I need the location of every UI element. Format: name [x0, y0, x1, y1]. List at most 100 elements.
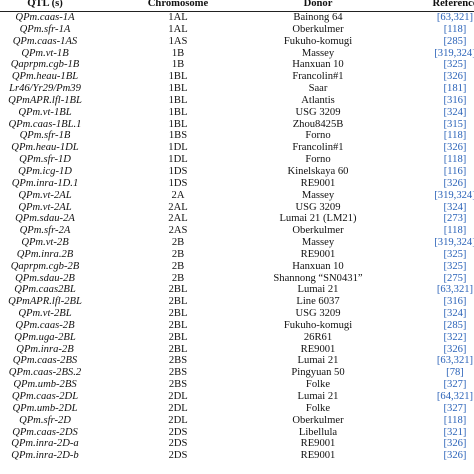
chromosome-cell: 2DS [168, 450, 188, 462]
donor-cell: Hanxuan 10 [292, 260, 344, 272]
chromosome-cell: 2DL [168, 414, 188, 426]
ref-cell: [285] [443, 35, 467, 47]
ref-cell: [78] [446, 367, 464, 379]
ref-cell: [63,321] [436, 284, 474, 296]
header-cell: QTL (s) [0, 0, 110, 12]
table-row: QPm.icg-1D 1DS Kinelskaya 60 [116] [0, 166, 474, 178]
ref-cell: [319,324] [434, 237, 474, 249]
chromosome-cell: 2AS [168, 225, 188, 237]
table-row: QPm.caas-2BS.2 2BS Pingyuan 50 [78] [0, 367, 474, 379]
donor-cell: Pingyuan 50 [291, 367, 345, 379]
donor-cell: USG 3209 [295, 106, 341, 118]
chromosome-cell: 1AL [168, 23, 188, 35]
ref-cell: [324] [443, 106, 467, 118]
donor-cell: Forno [305, 130, 331, 142]
donor-cell: Oberkulmer [292, 23, 344, 35]
chromosome-cell: 2B [171, 248, 185, 260]
table-row: QPm.caas-1BL.1 1BL Zhou8425B [315] [0, 119, 474, 131]
ref-cell: [325] [443, 59, 467, 71]
donor-cell: Oberkulmer [292, 225, 344, 237]
donor-cell: Lumai 21 [297, 391, 339, 402]
table-row: QPm.vt-2AL 2A Massey [319,324] [0, 190, 474, 202]
qtl-cell: QPm.uga-2BL [14, 331, 76, 343]
chromosome-cell: 1BL [168, 118, 188, 130]
ref-cell: [315] [443, 118, 467, 130]
header-cell: Reference [390, 0, 474, 12]
chromosome-cell: 1DS [168, 177, 188, 189]
qtl-cell: QPm.sfr-1D [19, 154, 71, 166]
chromosome-cell: 2B [171, 237, 185, 249]
table-row: QPm.caas-1AS 1AS Fukuho-komugi [285] [0, 36, 474, 48]
ref-cell: [322] [443, 331, 467, 343]
donor-cell: Fukuho-komugi [283, 319, 353, 331]
table-header: QTL (s) Chromosome Donor Reference [0, 0, 474, 12]
donor-cell: USG 3209 [295, 308, 341, 320]
table-row: QPm.inra-1D.1 1DS RE9001 [326] [0, 178, 474, 190]
table-row: QPm.vt-1BL 1BL USG 3209 [324] [0, 107, 474, 119]
chromosome-cell: 2DL [168, 391, 188, 402]
table-row: QPm.caas2BL 2BL Lumai 21 [63,321] [0, 284, 474, 296]
ref-cell: [181] [443, 83, 467, 95]
donor-cell: Bainong 64 [293, 12, 343, 23]
qtl-cell: QPm.sfr-1A [19, 23, 71, 35]
table-row: Qaprpm.cgb-2B 2B Hanxuan 10 [325] [0, 261, 474, 273]
table-row: QPm.umb-2BS 2BS Folke [327] [0, 379, 474, 391]
qtl-cell: QPm.heau-1BL [11, 71, 79, 83]
chromosome-cell: 1DL [168, 154, 188, 166]
table-row: Lr46/Yr29/Pm39 1BL Saar [181] [0, 83, 474, 95]
ref-cell: [326] [443, 142, 467, 154]
qtl-cell: QPm.inra-2B [16, 343, 74, 355]
qtl-cell: QPm.caas-1AS [12, 35, 78, 47]
qtl-cell: QPmAPR.lfl-1BL [8, 94, 82, 106]
qtl-cell: QPm.caas2BL [14, 284, 76, 296]
table-body: QPm.caas-1A 1AL Bainong 64 [63,321] QPm.sfr-… [0, 12, 474, 463]
qtl-cell: QPm.caas-2BS.2 [8, 367, 82, 379]
ref-cell: [327] [443, 379, 467, 391]
chromosome-cell: 2DS [168, 438, 188, 450]
donor-cell: RE9001 [300, 177, 336, 189]
chromosome-cell: 1B [171, 59, 185, 71]
qtl-cell: QPm.sdau-2B [15, 272, 75, 284]
qtl-cell: QPm.sfr-1B [19, 130, 71, 142]
donor-cell: Francolin#1 [292, 71, 344, 83]
qtl-cell: QPm.caas-1A [15, 12, 75, 23]
ref-cell: [324] [443, 201, 467, 213]
chromosome-cell: 2BS [168, 379, 188, 391]
table-row: QPm.sdau-2B 2B Shannong “SN0431” [275] [0, 273, 474, 285]
table-row: QPm.vt-2BL 2BL USG 3209 [324] [0, 308, 474, 320]
donor-cell: Massey [301, 237, 335, 249]
ref-cell: [63,321] [436, 355, 474, 367]
donor-cell: Massey [301, 189, 335, 201]
chromosome-cell: 1AS [168, 35, 188, 47]
ref-cell: [326] [443, 177, 467, 189]
table-row: QPm.sfr-2A 2AS Oberkulmer [118] [0, 225, 474, 237]
chromosome-cell: 1AL [168, 12, 188, 23]
qtl-cell: QPm.umb-2DL [12, 402, 78, 414]
donor-cell: Libellula [298, 426, 338, 438]
qtl-cell: QPm.sfr-2D [19, 414, 71, 426]
ref-cell: [316] [443, 94, 467, 106]
chromosome-cell: 2BL [168, 331, 188, 343]
ref-cell: [326] [443, 71, 467, 83]
table-row: QPm.sfr-1A 1AL Oberkulmer [118] [0, 24, 474, 36]
header-row: QTL (s) Chromosome Donor Reference [0, 0, 474, 12]
chromosome-cell: 2AL [168, 213, 188, 225]
donor-cell: RE9001 [300, 450, 336, 462]
chromosome-cell: 2BS [168, 367, 188, 379]
donor-cell: Line 6037 [296, 296, 340, 308]
chromosome-cell: 2DS [168, 426, 188, 438]
table-row: QPm.inra-2D-a 2DS RE9001 [326] [0, 438, 474, 450]
ref-cell: [63,321] [436, 12, 474, 23]
ref-cell: [325] [443, 260, 467, 272]
chromosome-cell: 2B [171, 272, 185, 284]
donor-cell: Zhou8425B [292, 118, 344, 130]
ref-cell: [118] [443, 414, 467, 426]
table-row: QPm.sdau-2A 2AL Lumai 21 (LM21) [273] [0, 213, 474, 225]
qtl-cell: QPm.vt-2BL [18, 308, 72, 320]
table-row: QPm.caas-1A 1AL Bainong 64 [63,321] [0, 12, 474, 24]
donor-cell: USG 3209 [295, 201, 341, 213]
chromosome-cell: 1BS [168, 130, 188, 142]
table-row: QPm.umb-2DL 2DL Folke [327] [0, 403, 474, 415]
ref-cell: [64,321] [436, 391, 474, 402]
